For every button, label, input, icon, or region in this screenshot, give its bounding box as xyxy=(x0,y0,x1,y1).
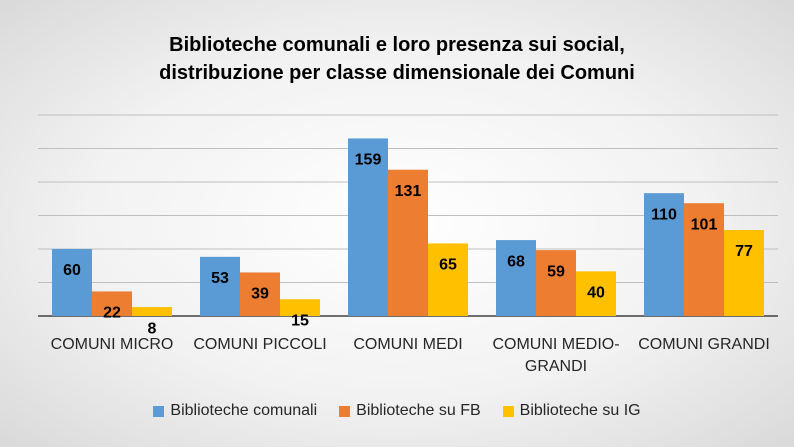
bar xyxy=(348,138,388,316)
legend-label: Biblioteche su IG xyxy=(519,402,641,419)
bar xyxy=(200,256,240,316)
bar xyxy=(280,299,320,316)
data-label: 131 xyxy=(395,183,422,200)
bar xyxy=(52,249,92,316)
bar xyxy=(428,243,468,316)
x-tick-label: COMUNI PICCOLI xyxy=(193,336,327,353)
x-tick-label: COMUNI MEDI xyxy=(353,336,463,353)
bar xyxy=(684,203,724,316)
data-label: 65 xyxy=(439,257,457,274)
data-label: 22 xyxy=(103,305,121,322)
x-tick-label: COMUNI MICRO xyxy=(50,336,174,353)
data-label: 101 xyxy=(691,216,718,233)
x-tick-label: COMUNI GRANDI xyxy=(638,336,770,353)
data-label: 53 xyxy=(211,270,229,287)
legend: Biblioteche comunali Biblioteche su FB Bib… xyxy=(0,402,794,420)
legend-item: Biblioteche su FB xyxy=(339,402,481,420)
legend-swatch xyxy=(502,405,514,417)
bar xyxy=(724,230,764,316)
x-tick-label: COMUNI MEDIO-GRANDI xyxy=(492,336,620,375)
legend-item: Biblioteche su IG xyxy=(502,402,641,420)
data-label: 77 xyxy=(735,243,753,260)
bar xyxy=(644,193,684,316)
data-label: 15 xyxy=(291,312,309,329)
bar xyxy=(576,271,616,316)
chart-title: distribuzione per classe dimensionale de… xyxy=(159,62,635,84)
data-label: 8 xyxy=(148,320,157,337)
data-label: 159 xyxy=(355,152,382,169)
data-label: 59 xyxy=(547,263,565,280)
legend-swatch xyxy=(153,405,165,417)
bar xyxy=(132,307,172,316)
data-label: 68 xyxy=(507,253,525,270)
legend-item: Biblioteche comunali xyxy=(153,402,317,420)
bar xyxy=(388,169,428,316)
legend-label: Biblioteche comunali xyxy=(170,402,318,419)
legend-swatch xyxy=(339,405,351,417)
bar xyxy=(92,291,132,316)
legend-label: Biblioteche su FB xyxy=(356,402,481,419)
bar xyxy=(496,240,536,316)
data-label: 110 xyxy=(651,206,677,223)
chart-title: Biblioteche comunali e loro presenza sui… xyxy=(169,34,625,56)
data-label: 40 xyxy=(587,285,605,302)
bar xyxy=(240,272,280,316)
bar xyxy=(536,250,576,316)
data-label: 60 xyxy=(63,262,81,279)
data-label: 39 xyxy=(251,286,269,303)
